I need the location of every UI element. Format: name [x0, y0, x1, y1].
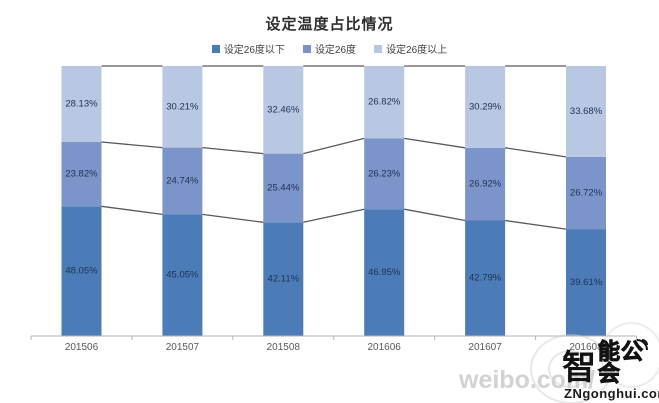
- series-connector-line: [505, 219, 567, 230]
- logo-text: 能公会: [598, 339, 645, 386]
- data-label: 32.46%: [267, 104, 300, 115]
- legend-item: 设定26度: [302, 41, 357, 56]
- bar-segment: [61, 66, 102, 142]
- bar-segment: [61, 206, 102, 336]
- data-label: 46.95%: [368, 267, 401, 278]
- data-label: 48.05%: [65, 266, 98, 277]
- bar-segment: [566, 66, 606, 157]
- legend-swatch: [211, 44, 220, 53]
- bar-segment: [465, 66, 506, 148]
- legend-label: 设定26度以上: [386, 45, 448, 56]
- bar-segment: [162, 147, 203, 215]
- bar-segment: [364, 66, 405, 139]
- data-label: 42.11%: [268, 274, 300, 285]
- data-label: 23.82%: [65, 169, 98, 180]
- x-axis-category-label: 201607: [468, 342, 502, 353]
- bar-segment: [465, 147, 506, 221]
- data-label: 28.13%: [65, 99, 98, 110]
- legend-label: 设定26度以下: [223, 45, 285, 56]
- series-connector-line: [101, 141, 163, 149]
- legend-item: 设定26度以下: [211, 41, 285, 56]
- data-label: 26.23%: [368, 168, 401, 179]
- series-connector-line: [202, 146, 264, 155]
- zhineng-gonghui-logo: 智 能公会 ZNgonghui.com: [562, 339, 659, 401]
- series-connector-line: [404, 137, 466, 149]
- series-connector-line: [303, 137, 365, 155]
- bar-segment: [162, 214, 203, 336]
- bar-segment: [61, 142, 102, 207]
- series-connector-line: [303, 208, 365, 223]
- bar-segment: [162, 66, 203, 148]
- data-label: 24.74%: [166, 176, 199, 187]
- x-axis-category-label: 201606: [368, 342, 402, 353]
- bar-segment: [263, 66, 304, 154]
- data-label: 45.05%: [166, 270, 199, 281]
- logo-main-character: 智: [562, 349, 596, 387]
- legend-swatch: [302, 44, 311, 53]
- data-label: 30.29%: [469, 101, 502, 112]
- broadcast-icon: [636, 337, 650, 351]
- bar-segment: [263, 222, 304, 336]
- series-connector-line: [202, 213, 264, 223]
- bar-segment: [465, 220, 506, 336]
- legend: 设定26度以下 设定26度 设定26度以上: [0, 41, 659, 56]
- legend-item: 设定26度以上: [374, 41, 447, 56]
- data-label: 26.92%: [469, 179, 502, 190]
- weibo-url-watermark: weibo.com/: [459, 366, 596, 394]
- chart-title: 设定温度占比情况: [265, 16, 394, 33]
- stamp-circle-watermark: [600, 322, 659, 388]
- legend-swatch: [374, 44, 383, 53]
- series-connector-line: [404, 208, 466, 222]
- x-axis-category-label: 201507: [166, 342, 200, 353]
- bar-segment: [566, 229, 606, 336]
- bar-segment: [364, 138, 405, 210]
- data-label: 30.21%: [166, 101, 199, 112]
- logo-url-text: ZNgonghui.com: [564, 386, 659, 401]
- x-axis-category-label: 201506: [65, 342, 99, 353]
- x-axis-category-label: 201508: [267, 342, 301, 353]
- series-connector-line: [505, 147, 567, 158]
- bar-segment: [566, 156, 606, 229]
- data-label: 26.72%: [570, 188, 603, 199]
- data-label: 25.44%: [267, 183, 300, 194]
- bar-segment: [364, 209, 405, 336]
- data-label: 39.61%: [570, 277, 603, 288]
- data-label: 26.82%: [368, 97, 401, 108]
- series-connector-line: [101, 205, 163, 216]
- data-label: 33.68%: [570, 106, 603, 117]
- stamp-inner-circle-watermark: [548, 350, 592, 388]
- legend-label: 设定26度: [314, 45, 357, 56]
- data-label: 42.79%: [469, 273, 502, 284]
- bar-segment: [263, 153, 304, 223]
